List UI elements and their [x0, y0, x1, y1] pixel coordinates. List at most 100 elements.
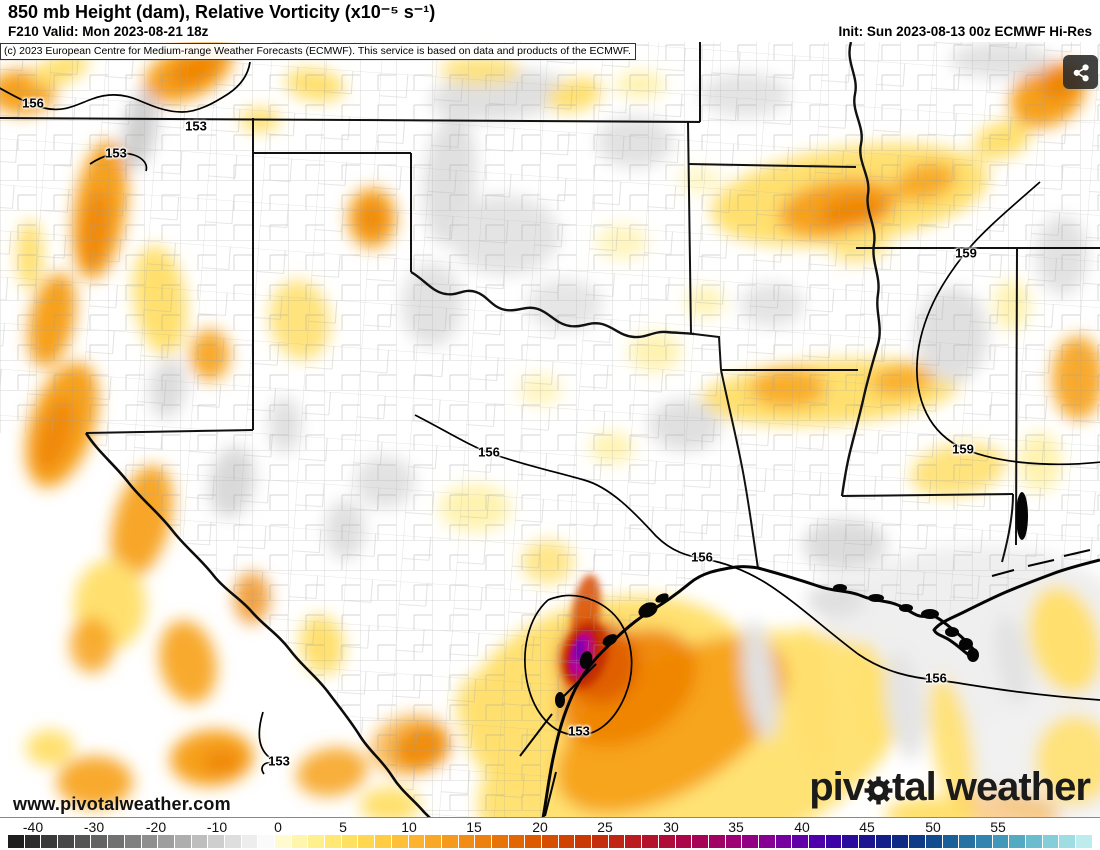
- colorbar-cell: [158, 835, 174, 848]
- colorbar-cell: [909, 835, 925, 848]
- colorbar-cell: [809, 835, 825, 848]
- colorbar-cell: [1025, 835, 1042, 848]
- colorbar-cell: [758, 835, 775, 848]
- header: 850 mb Height (dam), Relative Vorticity …: [0, 0, 1100, 42]
- colorbar-cell: [542, 835, 558, 848]
- colorbar-cell: [692, 835, 708, 848]
- colorbar-cell: [241, 835, 258, 848]
- colorbar-tick-label: 35: [728, 819, 744, 835]
- colorbar-cell: [959, 835, 975, 848]
- state-boundaries: [0, 42, 1100, 569]
- logo-text-right: tal weather: [892, 765, 1091, 809]
- colorbar-cell: [475, 835, 491, 848]
- colorbar-tick-label: 55: [990, 819, 1006, 835]
- contour-value-label: 159: [955, 245, 977, 261]
- colorbar-cell: [341, 835, 358, 848]
- contour-value-label: 156: [478, 444, 500, 460]
- colorbar-cell: [1059, 835, 1075, 848]
- colorbar-cell: [375, 835, 391, 848]
- model-init-time: Init: Sun 2023-08-13 00z ECMWF Hi-Res: [838, 24, 1092, 39]
- colorbar-cell: [892, 835, 909, 848]
- colorbar-cell: [675, 835, 692, 848]
- colorbar-cell: [842, 835, 859, 848]
- colorbar-cell: [708, 835, 725, 848]
- coastal-features: [555, 492, 1028, 708]
- rio-grande-border: [84, 432, 431, 817]
- colorbar-tick-label: -20: [145, 819, 167, 835]
- colorbar-tick-label: 25: [597, 819, 613, 835]
- colorbar-cell: [458, 835, 475, 848]
- colorbar-cell: [942, 835, 959, 848]
- colorbar-cell: [1042, 835, 1059, 848]
- colorbar-cell: [925, 835, 942, 848]
- map-title: 850 mb Height (dam), Relative Vorticity …: [8, 2, 436, 22]
- contour-value-label: 156: [925, 670, 947, 686]
- height-contours: [0, 61, 1100, 775]
- colorbar-cell: [191, 835, 208, 848]
- logo-text-left: piv: [809, 765, 865, 809]
- gear-icon: [864, 776, 893, 804]
- colorbar-cell: [592, 835, 608, 848]
- colorbar-cell: [275, 835, 291, 848]
- contour-value-label: 156: [691, 549, 713, 565]
- colorbar-cell: [224, 835, 241, 848]
- colorbar-cell: [308, 835, 325, 848]
- colorbar-cell: [391, 835, 408, 848]
- colorbar-cell: [174, 835, 191, 848]
- colorbar-cell: [291, 835, 308, 848]
- colorbar-tick-label: -40: [22, 819, 44, 835]
- map-graphic: [0, 42, 1100, 817]
- copyright-notice: (c) 2023 European Centre for Medium-rang…: [0, 43, 636, 60]
- weather-map: 156 153 153 159 156 159 156 156 153 153: [0, 42, 1100, 817]
- colorbar-cell: [975, 835, 992, 848]
- colorbar-cell: [775, 835, 792, 848]
- colorbar-cell: [58, 835, 74, 848]
- colorbar-cell: [825, 835, 842, 848]
- colorbar-cell: [875, 835, 892, 848]
- contour-value-label: 153: [105, 145, 127, 161]
- colorbar-cell: [24, 835, 41, 848]
- colorbar-cell: [1009, 835, 1025, 848]
- colorbar-cell: [792, 835, 808, 848]
- pivotal-weather-logo: piv tal weather: [809, 765, 1091, 809]
- colorbar-cell: [441, 835, 458, 848]
- colorbar-cell: [608, 835, 625, 848]
- colorbar-cell: [358, 835, 375, 848]
- colorbar-tick-label: 50: [925, 819, 941, 835]
- colorbar-tick-label: 5: [339, 819, 347, 835]
- colorbar-cell: [425, 835, 441, 848]
- forecast-valid-time: F210 Valid: Mon 2023-08-21 18z: [8, 24, 209, 39]
- colorbar-cell: [642, 835, 658, 848]
- colorbar-cell: [725, 835, 742, 848]
- colorbar-tick-label: -30: [83, 819, 105, 835]
- colorbar-tick-label: 10: [401, 819, 417, 835]
- colorbar-cell: [658, 835, 675, 848]
- colorbar-cell: [625, 835, 642, 848]
- colorbar-cell: [41, 835, 58, 848]
- colorbar-cell: [108, 835, 124, 848]
- share-button[interactable]: [1063, 55, 1098, 89]
- colorbar-tick-label: 40: [794, 819, 810, 835]
- watermark-url: www.pivotalweather.com: [13, 794, 231, 814]
- colorbar-tick-label: 30: [663, 819, 679, 835]
- colorbar-cell: [74, 835, 91, 848]
- county-boundaries: [0, 42, 1100, 817]
- contour-value-label: 159: [952, 441, 974, 457]
- colorbar-cell: [742, 835, 758, 848]
- colorbar-ticks: -40 -30 -20 -10 0 5 10 15 20 25 30 35 40 45 50 55: [0, 819, 1100, 835]
- colorbar-tick-label: 0: [274, 819, 282, 835]
- colorbar-cell: [91, 835, 108, 848]
- colorbar-cell: [992, 835, 1009, 848]
- colorbar-cell: [1076, 835, 1092, 848]
- colorbar-tick-label: -10: [206, 819, 228, 835]
- vorticity-colorbar: -40 -30 -20 -10 0 5 10 15 20 25 30 35 40 45 50 55: [0, 817, 1100, 850]
- share-icon: [1073, 63, 1089, 81]
- contour-value-label: 153: [185, 118, 207, 134]
- colorbar-cell: [258, 835, 274, 848]
- colorbar-cell: [859, 835, 875, 848]
- colorbar-cell: [508, 835, 525, 848]
- colorbar-cell: [325, 835, 341, 848]
- colorbar-cell: [208, 835, 224, 848]
- colorbar-cell: [141, 835, 158, 848]
